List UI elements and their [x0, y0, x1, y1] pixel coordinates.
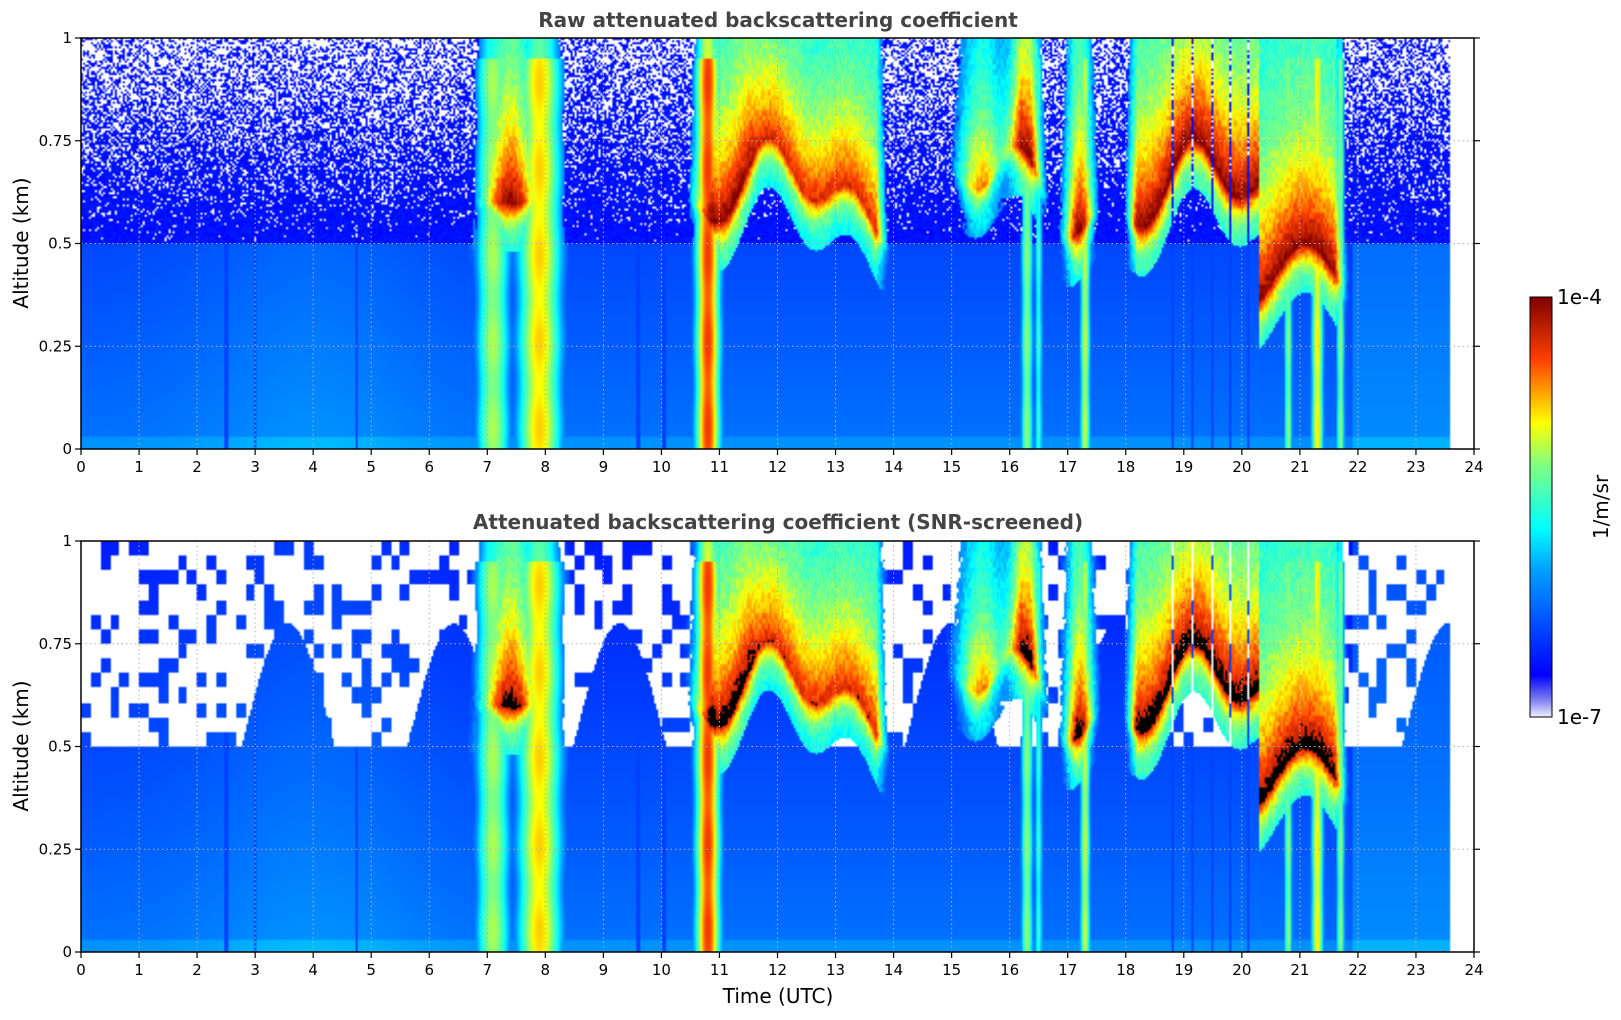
- x-tick-label: 12: [768, 961, 787, 979]
- x-tick-label: 2: [192, 961, 202, 979]
- x-tick-label: 19: [1174, 458, 1193, 476]
- grid-lines: [81, 541, 1474, 952]
- x-tick-label: 8: [541, 458, 551, 476]
- x-tick-label: 13: [826, 961, 845, 979]
- y-tick-label: 1: [62, 532, 72, 550]
- x-tick-label: 21: [1290, 458, 1309, 476]
- y-axis-label: Altitude (km): [9, 177, 33, 308]
- x-tick-label: 10: [652, 961, 671, 979]
- colorbar: 1e-4 1e-7 1/m/sr: [1529, 285, 1613, 729]
- raw-backscatter-panel: Raw attenuated backscattering coefficien…: [9, 8, 1484, 476]
- x-tick-label: 22: [1348, 961, 1367, 979]
- x-tick-label: 18: [1116, 961, 1135, 979]
- y-tick-label: 0.5: [48, 738, 72, 756]
- y-tick-label: 0.25: [39, 337, 72, 355]
- y-tick-label: 1: [62, 29, 72, 47]
- x-tick-label: 16: [1000, 458, 1019, 476]
- x-tick-label: 3: [250, 961, 260, 979]
- x-tick-label: 7: [483, 961, 493, 979]
- x-tick-label: 24: [1464, 961, 1483, 979]
- x-tick-label: 20: [1232, 961, 1251, 979]
- y-axis-ticks: 0 0.25 0.5 0.75 1: [39, 29, 1480, 458]
- x-tick-label: 13: [826, 458, 845, 476]
- x-tick-label: 3: [250, 458, 260, 476]
- x-tick-label: 24: [1464, 458, 1483, 476]
- x-tick-label: 0: [76, 458, 86, 476]
- x-tick-label: 6: [424, 458, 434, 476]
- x-tick-label: 18: [1116, 458, 1135, 476]
- x-tick-label: 14: [884, 458, 903, 476]
- x-axis-ticks: 0 1 2 3 4 5 6 7 8 9 10 11 12 13 14 15 16 17 18 19 20 21 22 23 24: [76, 449, 1484, 476]
- x-tick-label: 1: [134, 961, 144, 979]
- x-tick-label: 20: [1232, 458, 1251, 476]
- x-tick-label: 23: [1406, 961, 1425, 979]
- y-tick-label: 0.75: [39, 635, 72, 653]
- x-tick-label: 17: [1058, 961, 1077, 979]
- x-tick-label: 2: [192, 458, 202, 476]
- x-tick-label: 17: [1058, 458, 1077, 476]
- y-tick-label: 0: [62, 440, 72, 458]
- colorbar-max-label: 1e-4: [1557, 285, 1602, 309]
- colorbar-gradient: [1529, 296, 1553, 718]
- colorbar-min-label: 1e-7: [1557, 705, 1602, 729]
- x-tick-label: 15: [942, 458, 961, 476]
- x-tick-label: 23: [1406, 458, 1425, 476]
- y-tick-label: 0.75: [39, 132, 72, 150]
- grid-lines: [81, 38, 1474, 449]
- y-axis-ticks: 0 0.25 0.5 0.75 1: [39, 532, 1480, 961]
- x-tick-label: 16: [1000, 961, 1019, 979]
- x-tick-label: 11: [710, 458, 729, 476]
- x-tick-label: 19: [1174, 961, 1193, 979]
- panel-title: Raw attenuated backscattering coefficien…: [538, 8, 1018, 32]
- x-tick-label: 7: [483, 458, 493, 476]
- x-tick-label: 6: [424, 961, 434, 979]
- x-tick-label: 21: [1290, 961, 1309, 979]
- x-tick-label: 5: [366, 458, 376, 476]
- y-axis-label: Altitude (km): [9, 680, 33, 811]
- x-tick-label: 9: [599, 458, 609, 476]
- x-tick-label: 22: [1348, 458, 1367, 476]
- colorbar-label: 1/m/sr: [1589, 474, 1613, 539]
- panel-title: Attenuated backscattering coefficient (S…: [473, 510, 1083, 534]
- x-tick-label: 12: [768, 458, 787, 476]
- x-tick-label: 15: [942, 961, 961, 979]
- x-tick-label: 8: [541, 961, 551, 979]
- y-tick-label: 0.25: [39, 840, 72, 858]
- x-tick-label: 0: [76, 961, 86, 979]
- x-tick-label: 9: [599, 961, 609, 979]
- x-tick-label: 14: [884, 961, 903, 979]
- screened-backscatter-panel: Attenuated backscattering coefficient (S…: [9, 510, 1484, 1008]
- x-axis-ticks: 0 1 2 3 4 5 6 7 8 9 10 11 12 13 14 15 16 17 18 19 20 21 22 23 24: [76, 952, 1484, 979]
- x-tick-label: 4: [308, 458, 318, 476]
- y-tick-label: 0.5: [48, 235, 72, 253]
- x-tick-label: 4: [308, 961, 318, 979]
- x-tick-label: 1: [134, 458, 144, 476]
- x-tick-label: 10: [652, 458, 671, 476]
- x-tick-label: 11: [710, 961, 729, 979]
- x-tick-label: 5: [366, 961, 376, 979]
- x-axis-label: Time (UTC): [722, 984, 834, 1008]
- y-tick-label: 0: [62, 943, 72, 961]
